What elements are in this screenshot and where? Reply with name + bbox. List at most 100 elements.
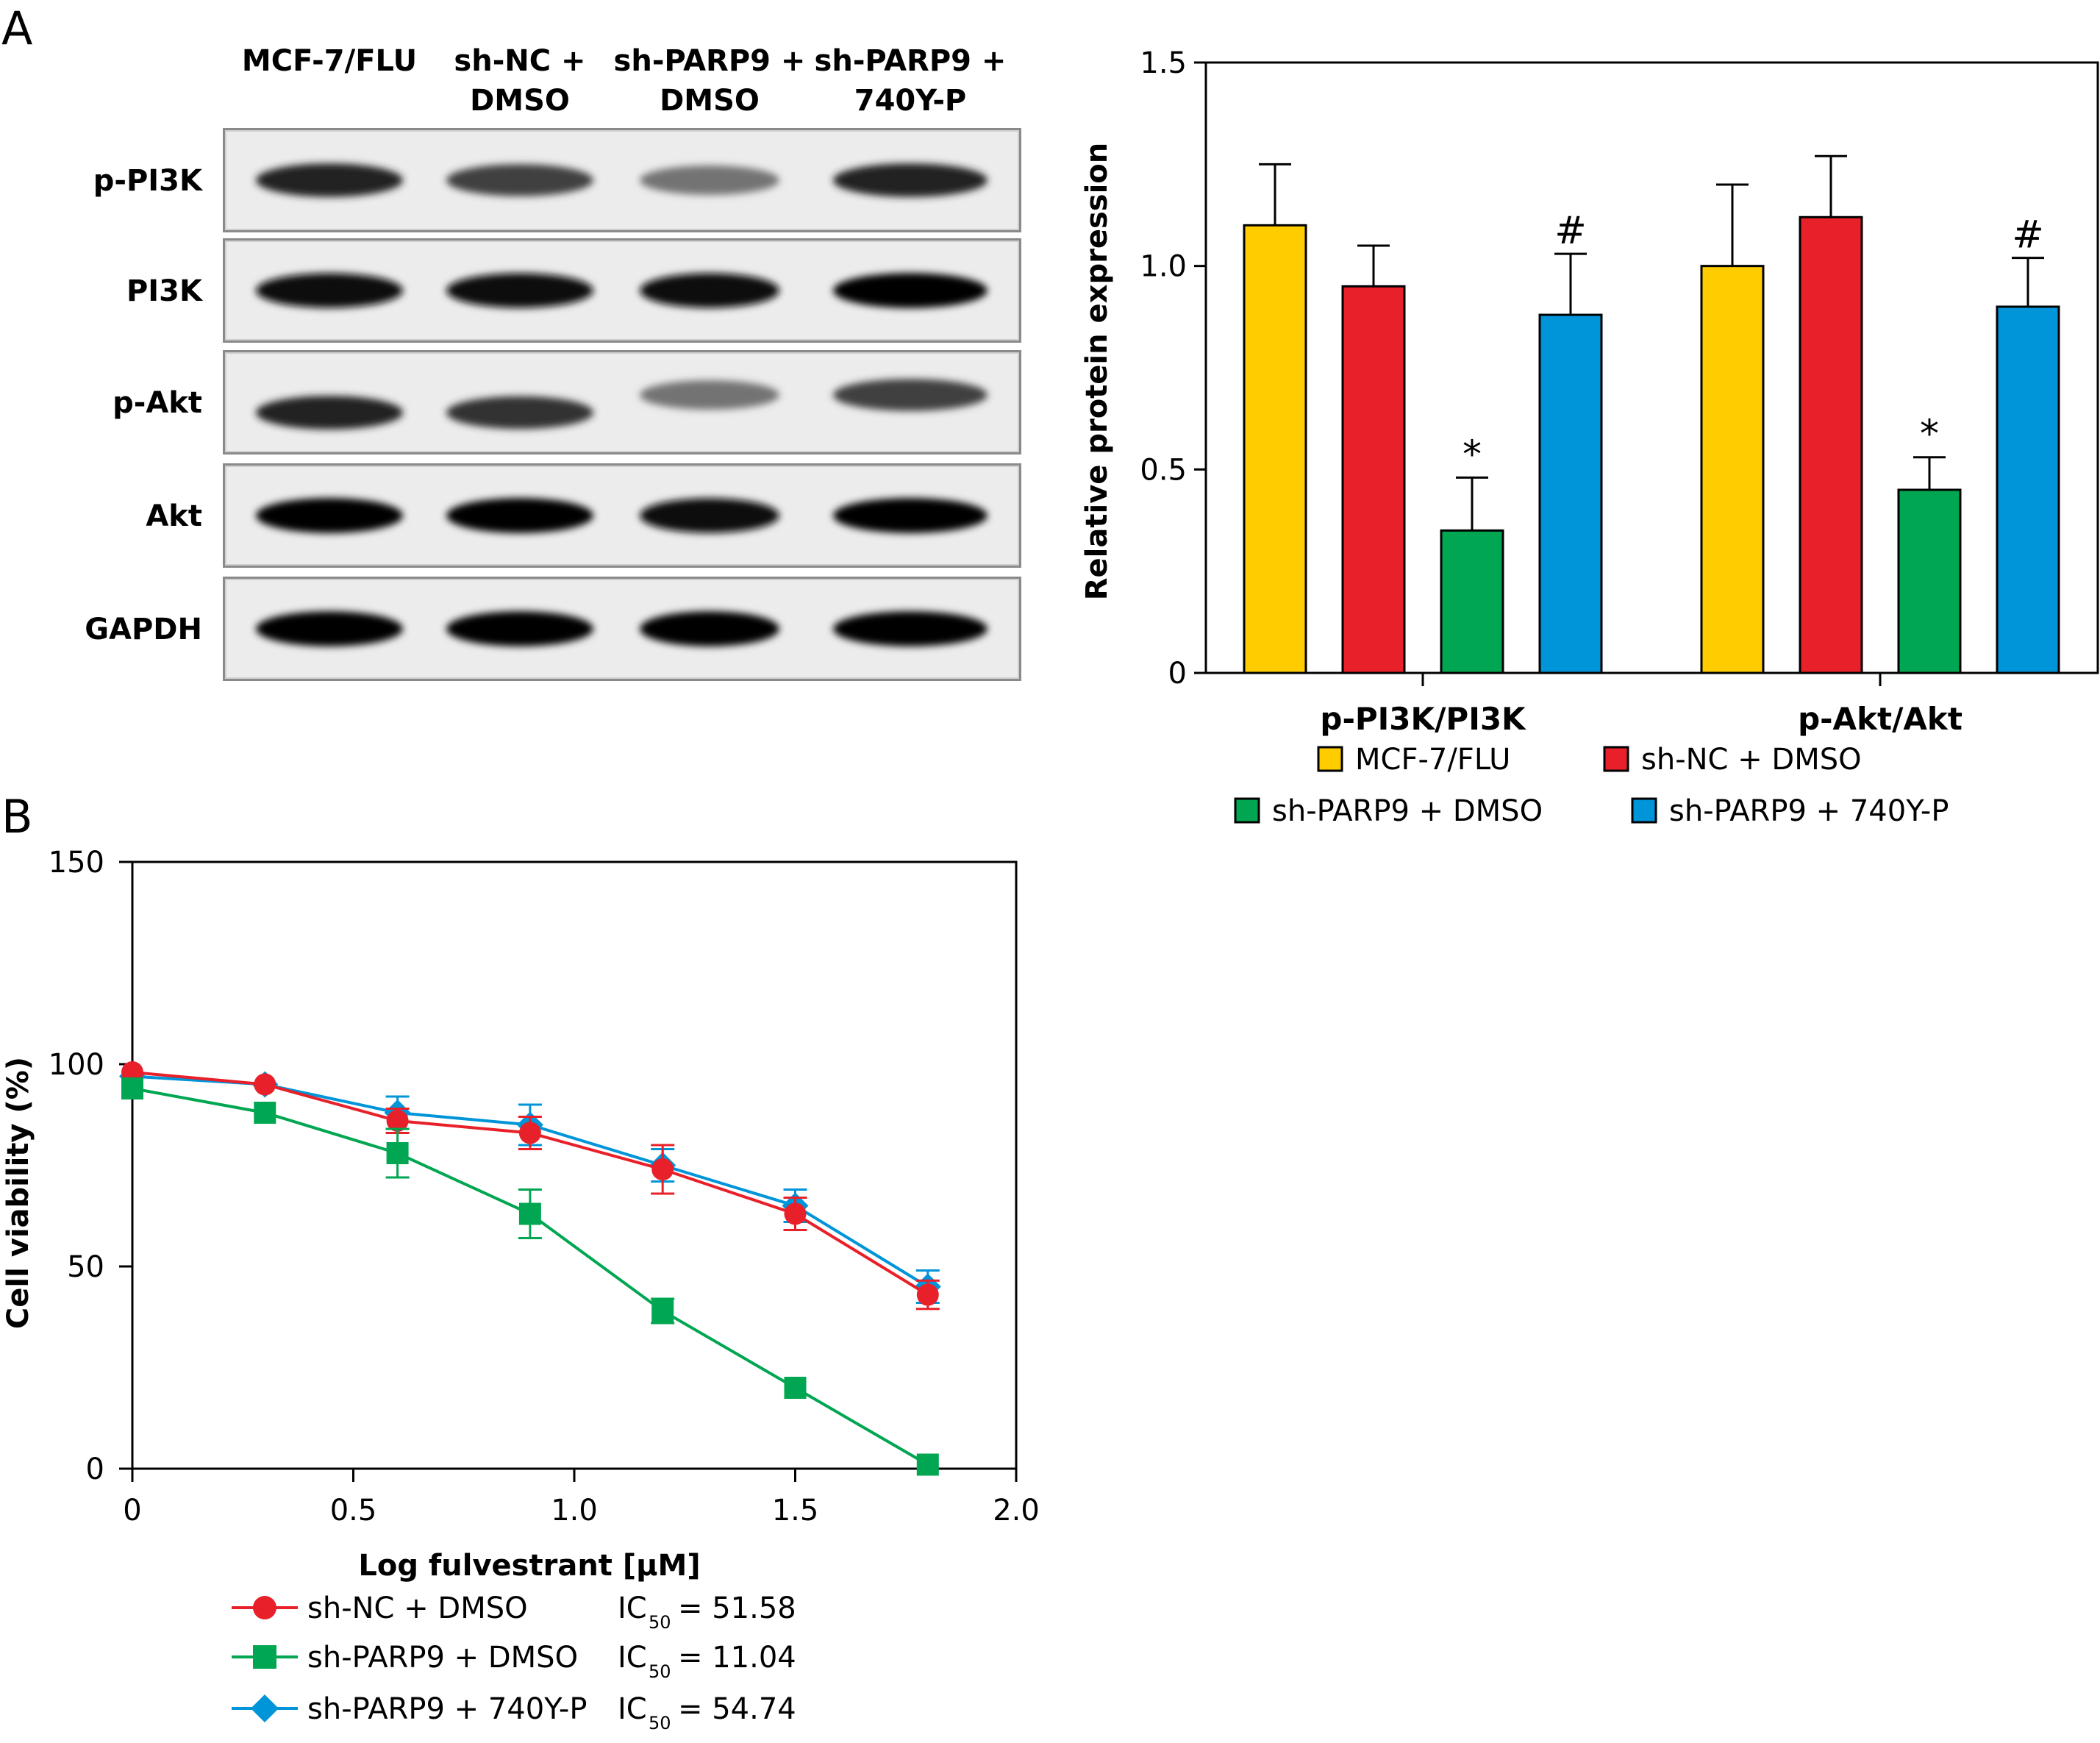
bar: [1243, 224, 1307, 674]
bar: [1700, 265, 1765, 674]
significance-mark: #: [1554, 209, 1587, 253]
y-tick-label: 0: [86, 1452, 104, 1486]
legend-marker-circle: [253, 1596, 276, 1619]
blot-band: [446, 164, 593, 196]
blot-row-inner: [225, 579, 1019, 679]
line-chart-frame: [131, 860, 1018, 1470]
legend-swatch: [1603, 746, 1629, 772]
panel-a-label: A: [1, 1, 32, 55]
ic50-subscript: 50: [649, 1612, 671, 1633]
line-chart-series: [119, 1061, 941, 1476]
lane-2-label-line2: DMSO: [470, 84, 570, 118]
blot-band: [833, 379, 988, 411]
ic50-value: = 11.04: [678, 1641, 796, 1675]
blot-band: [833, 163, 988, 197]
data-point-square: [916, 1453, 939, 1476]
ic50-subscript: 50: [649, 1713, 671, 1733]
legend-label: MCF-7/FLU: [1355, 743, 1510, 777]
data-point-circle: [784, 1202, 807, 1225]
blot-row-label: p-PI3K: [93, 164, 204, 198]
blot-row-label: PI3K: [126, 274, 204, 308]
y-tick-label: 50: [67, 1250, 104, 1284]
y-tick-label: 150: [49, 846, 104, 880]
data-point-square: [386, 1142, 409, 1164]
blot-row-inner: [225, 130, 1019, 230]
ic50-value: = 54.74: [678, 1692, 796, 1726]
blot-row-inner: [225, 466, 1019, 566]
blot-row-inner: [225, 240, 1019, 341]
y-tick-label: 0.5: [1140, 453, 1187, 487]
x-tick-label: p-Akt/Akt: [1798, 701, 1963, 737]
blot-band: [833, 273, 988, 308]
blot-row-label: Akt: [146, 499, 202, 533]
panel-b-label: B: [1, 790, 33, 844]
legend-marker-diamond: [251, 1694, 279, 1722]
data-point-circle: [518, 1122, 541, 1144]
x-tick-label: 1.5: [772, 1494, 819, 1528]
bar: [1538, 313, 1603, 674]
blot-band: [640, 165, 779, 195]
blot-band: [256, 611, 403, 646]
blot-band: [833, 611, 988, 646]
line-chart-xlabel: Log fulvestrant [μM]: [358, 1549, 700, 1583]
line-chart-ylabel: Cell viability (%): [1, 1057, 35, 1329]
bar-chart-frame: [1204, 61, 2099, 674]
ic50-label: IC: [618, 1591, 647, 1625]
lane-4-label-line1: sh-PARP9 +: [815, 44, 1007, 78]
data-point-circle: [651, 1158, 674, 1180]
x-tick-label: 2.0: [993, 1494, 1040, 1528]
lane-3-label-line2: DMSO: [660, 84, 760, 118]
blot-band: [446, 396, 593, 429]
blot-band: [446, 611, 593, 646]
bar: [1897, 488, 1962, 674]
data-point-circle: [254, 1073, 276, 1096]
bar: [1341, 285, 1406, 674]
data-point-circle: [386, 1110, 409, 1132]
bar-chart-axes: 0 0.5 1.0 1.5 p-PI3K/PI3K p-Akt/Akt: [1140, 46, 2099, 737]
x-tick-label: 0.5: [330, 1494, 377, 1528]
ic50-subscript: 50: [649, 1661, 671, 1682]
y-tick-label: 0: [1168, 657, 1187, 691]
data-point-circle: [916, 1283, 939, 1306]
blot-row-label: GAPDH: [85, 613, 202, 646]
blot-rows: p-PI3K PI3K p-Akt Akt GAPDH: [85, 128, 1021, 681]
legend-label: sh-PARP9 + 740Y-P: [1669, 794, 1949, 828]
y-tick-label: 1.5: [1140, 46, 1187, 80]
data-point-square: [121, 1077, 143, 1099]
bar-chart-ylabel: Relative protein expression: [1080, 143, 1114, 601]
legend-label: sh-NC + DMSO: [307, 1591, 528, 1625]
blot-band: [640, 273, 779, 308]
blot-band: [833, 498, 988, 533]
legend-swatch: [1317, 746, 1343, 772]
x-tick-label: p-PI3K/PI3K: [1320, 701, 1526, 737]
data-point-square: [254, 1102, 276, 1124]
legend-label: sh-NC + DMSO: [1641, 743, 1862, 777]
blot-band: [446, 273, 593, 308]
blot-band: [640, 498, 779, 533]
bar-chart: Relative protein expression 0 0.5 1.0 1.5 p-…: [1080, 46, 2099, 828]
data-point-square: [784, 1377, 807, 1399]
lane-1-label-line1: MCF-7/FLU: [242, 44, 417, 78]
data-point-square: [518, 1202, 541, 1225]
lane-2-label-line1: sh-NC +: [454, 44, 585, 78]
bar: [1440, 529, 1504, 674]
legend-swatch: [1234, 797, 1260, 824]
data-point-square: [651, 1300, 674, 1322]
significance-mark: *: [1920, 413, 1939, 457]
blot-row-inner: [225, 352, 1019, 452]
line-chart: Cell viability (%) Log fulvestrant [μM] …: [1, 846, 1040, 1733]
x-tick-label: 0: [123, 1494, 141, 1528]
significance-mark: #: [2012, 213, 2044, 257]
blot-band: [256, 163, 403, 197]
significance-mark: *: [1462, 432, 1482, 477]
y-tick-label: 100: [49, 1048, 104, 1082]
line-chart-axes: 0 0.5 1.0 1.5 2.0 0 50 100 150: [49, 846, 1040, 1528]
legend-swatch: [1631, 797, 1657, 824]
lane-headers: MCF-7/FLU sh-NC + DMSO sh-PARP9 + DMSO s…: [242, 44, 1007, 118]
blot-band: [640, 611, 779, 646]
legend-label: sh-PARP9 + 740Y-P: [307, 1692, 587, 1726]
lane-4-label-line2: 740Y-P: [854, 84, 967, 118]
legend-marker-square: [253, 1645, 276, 1669]
